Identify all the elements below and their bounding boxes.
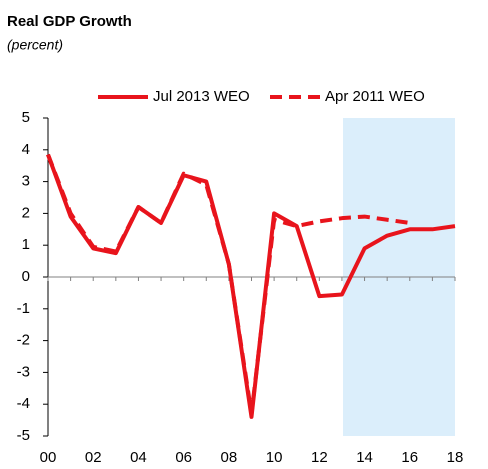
y-tick-label: 5 [22, 109, 30, 126]
chart-subtitle: (percent) [7, 37, 63, 53]
x-tick-label: 08 [221, 449, 238, 466]
y-tick-label: -1 [17, 300, 30, 317]
y-tick-label: -4 [17, 395, 30, 412]
y-tick-label: 0 [22, 268, 30, 285]
y-tick-label: -2 [17, 332, 30, 349]
y-tick-label: -5 [17, 427, 30, 444]
series-line [46, 153, 411, 416]
y-tick-label: 2 [22, 204, 30, 221]
y-tick-label: -3 [17, 363, 30, 380]
y-tick-label: 3 [22, 173, 30, 190]
chart-title: Real GDP Growth [7, 13, 132, 30]
x-tick-label: 00 [40, 449, 57, 466]
x-tick-label: 06 [175, 449, 192, 466]
legend-label: Apr 2011 WEO [325, 88, 425, 105]
x-tick-label: 10 [266, 449, 283, 466]
series-line [46, 153, 456, 419]
y-tick-label: 1 [22, 236, 30, 253]
x-tick-label: 14 [356, 449, 373, 466]
x-tick-label: 02 [85, 449, 102, 466]
legend-label: Jul 2013 WEO [153, 88, 250, 105]
x-tick-label: 16 [401, 449, 418, 466]
x-tick-label: 18 [447, 449, 464, 466]
x-tick-label: 12 [311, 449, 328, 466]
y-tick-label: 4 [22, 141, 30, 158]
x-tick-label: 04 [130, 449, 147, 466]
